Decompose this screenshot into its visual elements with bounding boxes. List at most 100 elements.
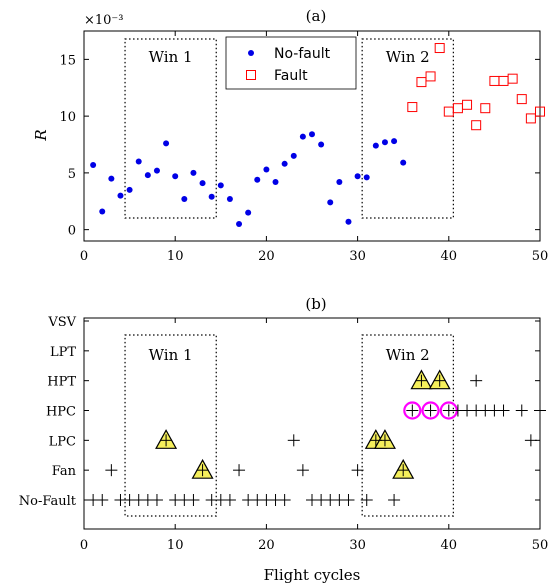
- x-tick-label-b: 40: [441, 538, 458, 553]
- no-fault-point: [363, 174, 370, 181]
- no-fault-point: [144, 172, 151, 179]
- no-fault-point: [245, 209, 252, 216]
- y-tick-label-a: 0: [68, 224, 76, 239]
- axes-frame-a: [83, 30, 541, 242]
- plus-marker: [515, 404, 528, 417]
- x-tick-label-b: 10: [167, 538, 184, 553]
- y-exponent-label: ×10⁻³: [84, 13, 124, 28]
- no-fault-point: [254, 176, 261, 183]
- plus-marker: [415, 374, 428, 387]
- no-fault-point: [126, 186, 133, 193]
- no-fault-point: [181, 196, 188, 202]
- fault-point: [425, 71, 436, 82]
- plus-marker: [96, 494, 109, 506]
- no-fault-point: [117, 192, 124, 199]
- fault-point: [434, 43, 445, 54]
- fault-point: [525, 113, 536, 124]
- no-fault-point: [226, 196, 233, 202]
- x-tick-label-a: 0: [80, 249, 88, 264]
- no-fault-point: [236, 220, 243, 227]
- no-fault-point: [108, 175, 115, 182]
- window-label-b: Win 2: [386, 346, 430, 364]
- panel-b: (b) Flight cycles 0 10 20 30 40 50 No-Fault Fan…: [19, 295, 549, 584]
- no-fault-point: [163, 140, 170, 147]
- legend: No-fault Fault: [225, 36, 357, 90]
- plus-marker: [406, 404, 419, 417]
- fault-point: [535, 106, 545, 117]
- fault-point: [480, 103, 491, 114]
- panel-a: (a) ×10⁻³ R 0 10 20 30 40 50 0 5 10 15 Win 1 Win 2 N…: [32, 7, 548, 264]
- panel-b-label: (b): [305, 295, 326, 313]
- category-label: HPC: [46, 405, 76, 420]
- no-fault-point: [345, 218, 352, 225]
- plus-marker: [196, 464, 209, 477]
- fault-point: [452, 103, 463, 114]
- y-axis-label: R: [32, 129, 50, 141]
- x-tick-label-a: 50: [532, 249, 549, 264]
- fault-point: [507, 73, 518, 84]
- no-fault-point: [354, 173, 361, 180]
- plus-marker: [187, 494, 200, 506]
- fault-point: [462, 99, 473, 110]
- no-fault-point: [153, 167, 160, 174]
- fault-point: [489, 75, 500, 86]
- no-fault-point: [318, 141, 325, 148]
- category-label: HPT: [47, 375, 76, 390]
- window-box-a: [124, 38, 217, 219]
- plus-marker: [433, 374, 446, 387]
- no-fault-point: [336, 178, 343, 185]
- no-fault-point: [90, 161, 97, 168]
- fault-point: [416, 77, 427, 88]
- x-tick-label-a: 30: [349, 249, 366, 264]
- plus-marker: [378, 434, 391, 447]
- category-label: VSV: [47, 315, 76, 330]
- circle-marker: [421, 401, 440, 420]
- window-box-a: [361, 38, 454, 219]
- fault-point: [407, 102, 418, 113]
- legend-no-fault-marker: [248, 50, 254, 56]
- no-fault-point: [290, 152, 297, 159]
- fault-point: [516, 94, 527, 105]
- x-tick-label-b: 30: [349, 538, 366, 553]
- circle-marker: [403, 401, 422, 420]
- plus-marker: [342, 494, 355, 506]
- fault-point: [471, 120, 482, 131]
- plus-marker: [524, 434, 537, 447]
- category-label: Fan: [52, 464, 77, 479]
- no-fault-point: [172, 173, 179, 180]
- category-label: LPT: [50, 345, 76, 360]
- x-tick-label-b: 0: [80, 538, 88, 553]
- category-label: No-Fault: [19, 494, 77, 509]
- window-label-a: Win 2: [386, 48, 430, 66]
- plus-marker: [160, 434, 173, 447]
- plus-marker: [287, 434, 300, 447]
- no-fault-point: [272, 178, 279, 185]
- plus-marker: [150, 494, 163, 506]
- x-tick-label-b: 50: [532, 538, 549, 553]
- window-label-b: Win 1: [149, 346, 193, 364]
- no-fault-point: [99, 208, 106, 215]
- legend-fault-label: Fault: [274, 68, 308, 84]
- plus-marker: [360, 494, 373, 506]
- plus-marker: [233, 464, 246, 477]
- x-axis-label: Flight cycles: [264, 566, 361, 584]
- window-label-a: Win 1: [149, 48, 193, 66]
- y-tick-label-a: 10: [59, 110, 76, 125]
- no-fault-point: [381, 139, 388, 146]
- panel-a-label: (a): [306, 7, 327, 25]
- legend-no-fault-label: No-fault: [274, 46, 331, 62]
- plus-marker: [397, 464, 410, 477]
- plus-marker: [351, 464, 364, 477]
- no-fault-point: [309, 131, 315, 138]
- no-fault-point: [208, 193, 215, 200]
- plus-marker: [388, 494, 401, 506]
- x-tick-label-a: 10: [167, 249, 184, 264]
- plus-marker: [424, 404, 437, 417]
- no-fault-point: [190, 169, 197, 176]
- fault-point: [443, 106, 454, 117]
- no-fault-point: [281, 160, 288, 167]
- no-fault-point: [299, 133, 306, 140]
- plus-marker: [105, 464, 118, 477]
- plus-marker: [470, 374, 483, 387]
